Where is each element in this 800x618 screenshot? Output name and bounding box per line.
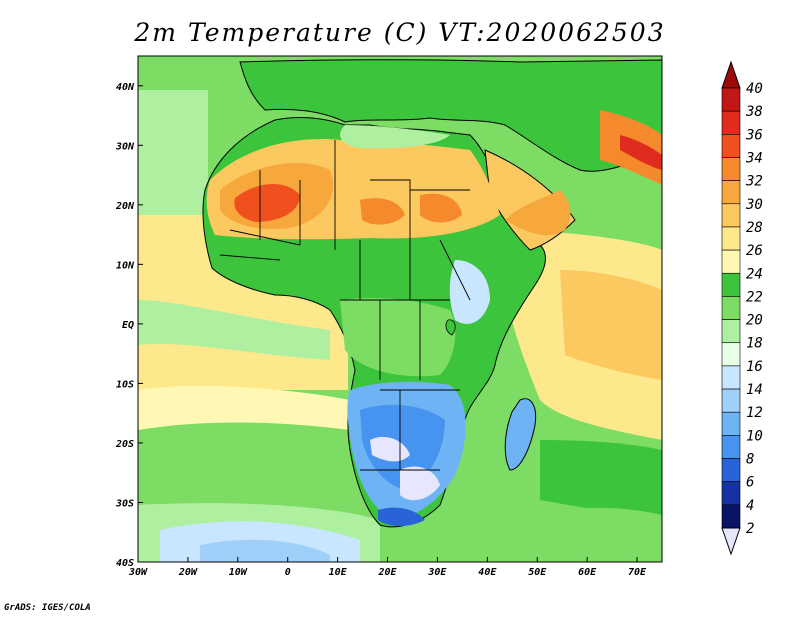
lon-tick-label: 70E (628, 567, 647, 578)
colorbar-level-label: 8 (746, 452, 754, 468)
congo-basin-mild (340, 298, 456, 377)
lat-tick-label: 20S (115, 439, 134, 450)
colorbar-level-label: 6 (746, 475, 754, 491)
colorbar-bin (721, 157, 741, 181)
lon-tick-label: 30E (427, 567, 447, 578)
plot-frame (137, 55, 663, 563)
mediterranean-coast-cool (340, 125, 450, 149)
colorbar-level-label: 16 (746, 359, 763, 375)
colorbar-level-label: 10 (746, 428, 763, 444)
map-plot-area (138, 56, 662, 562)
colorbar-level-label: 22 (746, 289, 763, 305)
ethiopian-highlands-cool (449, 260, 490, 324)
cape-cold (378, 507, 425, 526)
highveld-frost (400, 466, 440, 501)
colorbar-level-label: 2 (746, 521, 754, 537)
south-atlantic-green (138, 430, 355, 505)
colorbar-bin (721, 203, 741, 228)
colorbar-bin (721, 365, 741, 390)
europe-middle-east-land (239, 59, 662, 172)
colorbar-bin (721, 319, 741, 344)
colorbar-level-label: 18 (746, 336, 763, 352)
south-indian-ocean-green (540, 440, 662, 520)
indus-valley-hottest (620, 135, 662, 170)
colorbar: 40 38 36 34 32 30 28 26 24 22 20 18 16 14 12 10 8 6 4 2 (721, 60, 763, 556)
south-indian-ocean-cool (560, 507, 662, 562)
lat-tick-label: 40N (116, 82, 135, 93)
north-atlantic-cool-band (138, 90, 208, 220)
arabian-peninsula-hot-core (505, 190, 571, 236)
lat-tick-label: 20N (115, 201, 135, 212)
south-atlantic-subtropical (138, 385, 350, 430)
map-title: 2m Temperature (C) VT:2020062503 (134, 18, 666, 47)
lon-tick-label: 40E (478, 567, 497, 578)
colorbar-bin (721, 87, 741, 112)
mauritania-mali-hottest (234, 183, 300, 222)
colorbar-level-label: 32 (745, 174, 763, 190)
lake-victoria (445, 319, 456, 336)
arabian-sea-warm (560, 270, 662, 380)
colorbar-level-label: 26 (746, 243, 763, 259)
lon-tick-label: 20E (377, 567, 397, 578)
lon-tick-label: 60E (578, 567, 597, 578)
lat-tick-label: 10S (116, 379, 134, 390)
lon-tick-label: 50E (528, 567, 547, 578)
colorbar-bin (721, 296, 741, 320)
lon-tick-label: 20W (178, 567, 198, 578)
lat-tick-label: 30S (115, 498, 134, 509)
colorbar-bin (721, 435, 741, 459)
colorbar-bin (721, 180, 741, 205)
lat-tick-label: 10N (116, 260, 135, 271)
colorbar-level-label: 34 (745, 150, 763, 166)
colorbar-level-label: 4 (746, 498, 754, 514)
colorbar-bin (721, 226, 741, 251)
lat-tick-label: 40S (116, 558, 134, 569)
lat-tick-label: EQ (122, 320, 134, 331)
colorbar-level-label: 24 (746, 266, 763, 282)
colorbar-bin (721, 504, 741, 529)
sudan-hot (420, 193, 462, 223)
colorbar-bin (721, 342, 741, 367)
colorbar-level-label: 12 (746, 405, 763, 421)
equatorial-atlantic-cool-tongue (138, 300, 330, 360)
colorbar-level-label: 30 (745, 197, 763, 213)
colorbar-bin (721, 458, 741, 482)
lon-tick-label: 10W (229, 567, 248, 578)
colorbar-bin (721, 134, 741, 158)
madagascar (504, 398, 537, 471)
lon-tick-label: 10E (329, 567, 348, 578)
lat-tick-label: 30N (115, 141, 135, 152)
colorbar-level-label: 20 (746, 313, 763, 329)
colorbar-level-label: 40 (746, 81, 763, 97)
colorbar-bin (721, 411, 741, 436)
country-borders (219, 140, 471, 471)
colorbar-level-label: 28 (746, 220, 763, 236)
niger-chad-hot (360, 198, 405, 225)
southern-ocean-coldest (200, 539, 330, 562)
colorbar-level-label: 14 (746, 382, 763, 398)
axis-ticks: 30W 20W 10W 0 10E 20E 30E 40E 50E 60E 70E 40N 30N 20N… (115, 82, 647, 578)
colorbar-bin (721, 388, 741, 413)
lon-tick-label: 30W (128, 567, 148, 578)
colorbar-bin (721, 481, 741, 506)
colorbar-level-label: 36 (745, 127, 763, 143)
lon-tick-label: 0 (285, 567, 291, 578)
colorbar-bin (721, 272, 741, 297)
colorbar-bin (721, 249, 741, 274)
colorbar-top-arrow (721, 60, 741, 89)
grads-credit: GrADS: IGES/COLA (4, 603, 91, 613)
colorbar-bottom-arrow (721, 527, 741, 556)
colorbar-bin (721, 110, 741, 135)
colorbar-level-label: 38 (745, 104, 763, 120)
